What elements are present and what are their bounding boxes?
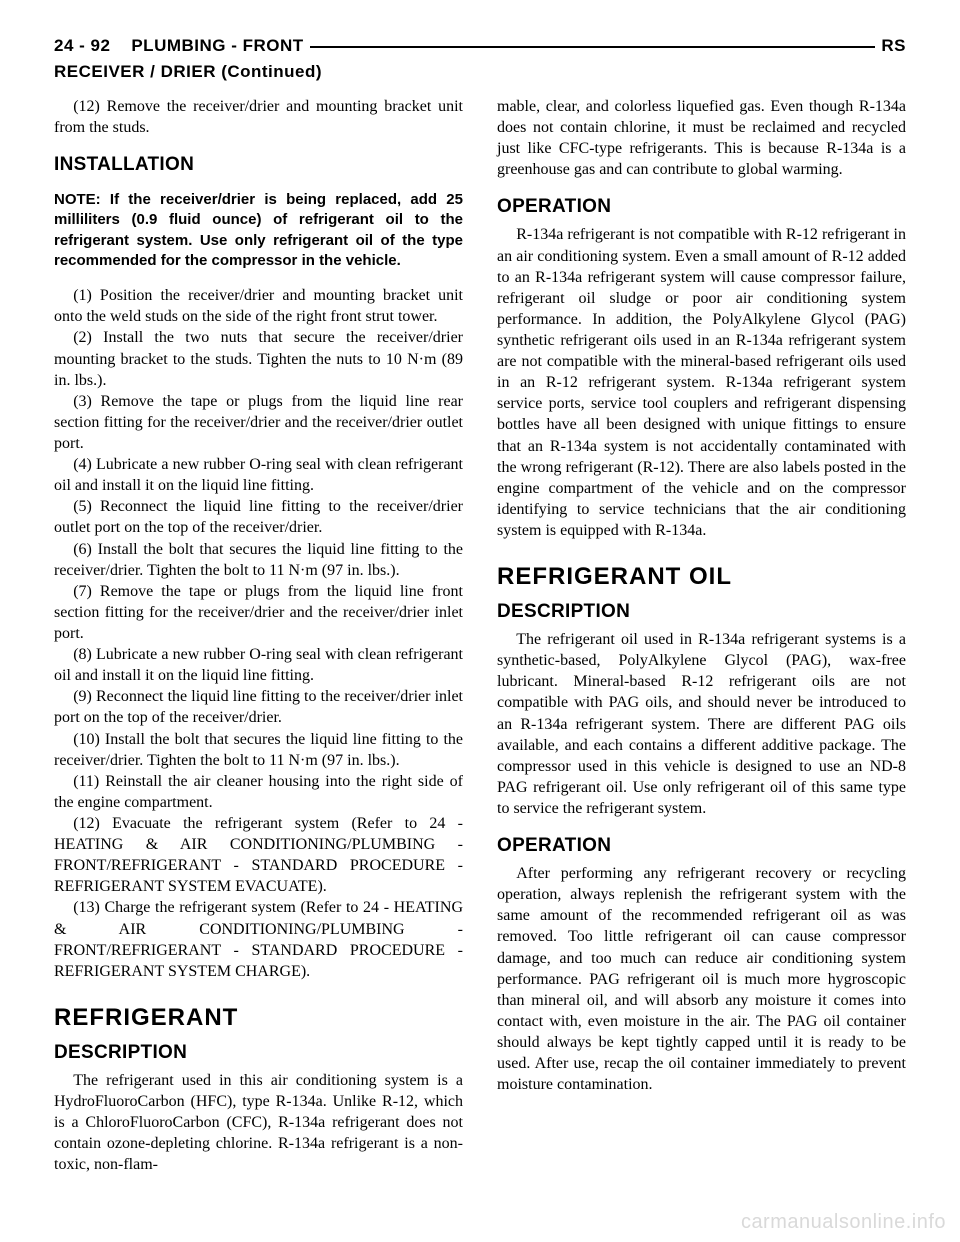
- install-step: (3) Remove the tape or plugs from the li…: [54, 391, 463, 454]
- refrigerant-operation-body: R-134a refrigerant is not compatible wit…: [497, 224, 906, 541]
- watermark: carmanualsonline.info: [741, 1211, 946, 1234]
- install-step: (12) Evacuate the refrigerant system (Re…: [54, 813, 463, 897]
- oil-description-body: The refrigerant oil used in R-134a refri…: [497, 629, 906, 819]
- oil-description-heading: DESCRIPTION: [497, 601, 906, 623]
- install-step: (6) Install the bolt that secures the li…: [54, 539, 463, 581]
- intro-step: (12) Remove the receiver/drier and mount…: [54, 96, 463, 138]
- install-step: (2) Install the two nuts that secure the…: [54, 327, 463, 390]
- refrigerant-description-heading: DESCRIPTION: [54, 1042, 463, 1064]
- page-number: 24 - 92: [54, 36, 110, 55]
- oil-operation-body: After performing any refrigerant recover…: [497, 863, 906, 1095]
- refrigerant-description-cont: mable, clear, and colorless liquefied ga…: [497, 96, 906, 180]
- install-step: (1) Position the receiver/drier and moun…: [54, 285, 463, 327]
- continued-label: RECEIVER / DRIER (Continued): [54, 62, 906, 82]
- install-step: (10) Install the bolt that secures the l…: [54, 729, 463, 771]
- page: 24 - 92 PLUMBING - FRONT RS RECEIVER / D…: [0, 0, 960, 1242]
- install-step: (8) Lubricate a new rubber O-ring seal w…: [54, 644, 463, 686]
- installation-heading: INSTALLATION: [54, 154, 463, 176]
- section-label: PLUMBING - FRONT: [131, 36, 303, 55]
- refrigerant-oil-heading: REFRIGERANT OIL: [497, 563, 906, 591]
- page-number-label: 24 - 92 PLUMBING - FRONT: [54, 36, 304, 56]
- installation-note: NOTE: If the receiver/drier is being rep…: [54, 190, 463, 271]
- install-step: (11) Reinstall the air cleaner housing i…: [54, 771, 463, 813]
- install-step: (7) Remove the tape or plugs from the li…: [54, 581, 463, 644]
- doc-code: RS: [881, 36, 906, 56]
- body-columns: (12) Remove the receiver/drier and mount…: [54, 96, 906, 1175]
- refrigerant-heading: REFRIGERANT: [54, 1004, 463, 1032]
- install-step: (5) Reconnect the liquid line fitting to…: [54, 496, 463, 538]
- install-step: (4) Lubricate a new rubber O-ring seal w…: [54, 454, 463, 496]
- install-step: (9) Reconnect the liquid line fitting to…: [54, 686, 463, 728]
- page-header: 24 - 92 PLUMBING - FRONT RS: [54, 36, 906, 56]
- header-rule: [310, 46, 876, 48]
- refrigerant-operation-heading: OPERATION: [497, 196, 906, 218]
- refrigerant-description-body: The refrigerant used in this air conditi…: [54, 1070, 463, 1176]
- oil-operation-heading: OPERATION: [497, 835, 906, 857]
- install-step: (13) Charge the refrigerant system (Refe…: [54, 897, 463, 981]
